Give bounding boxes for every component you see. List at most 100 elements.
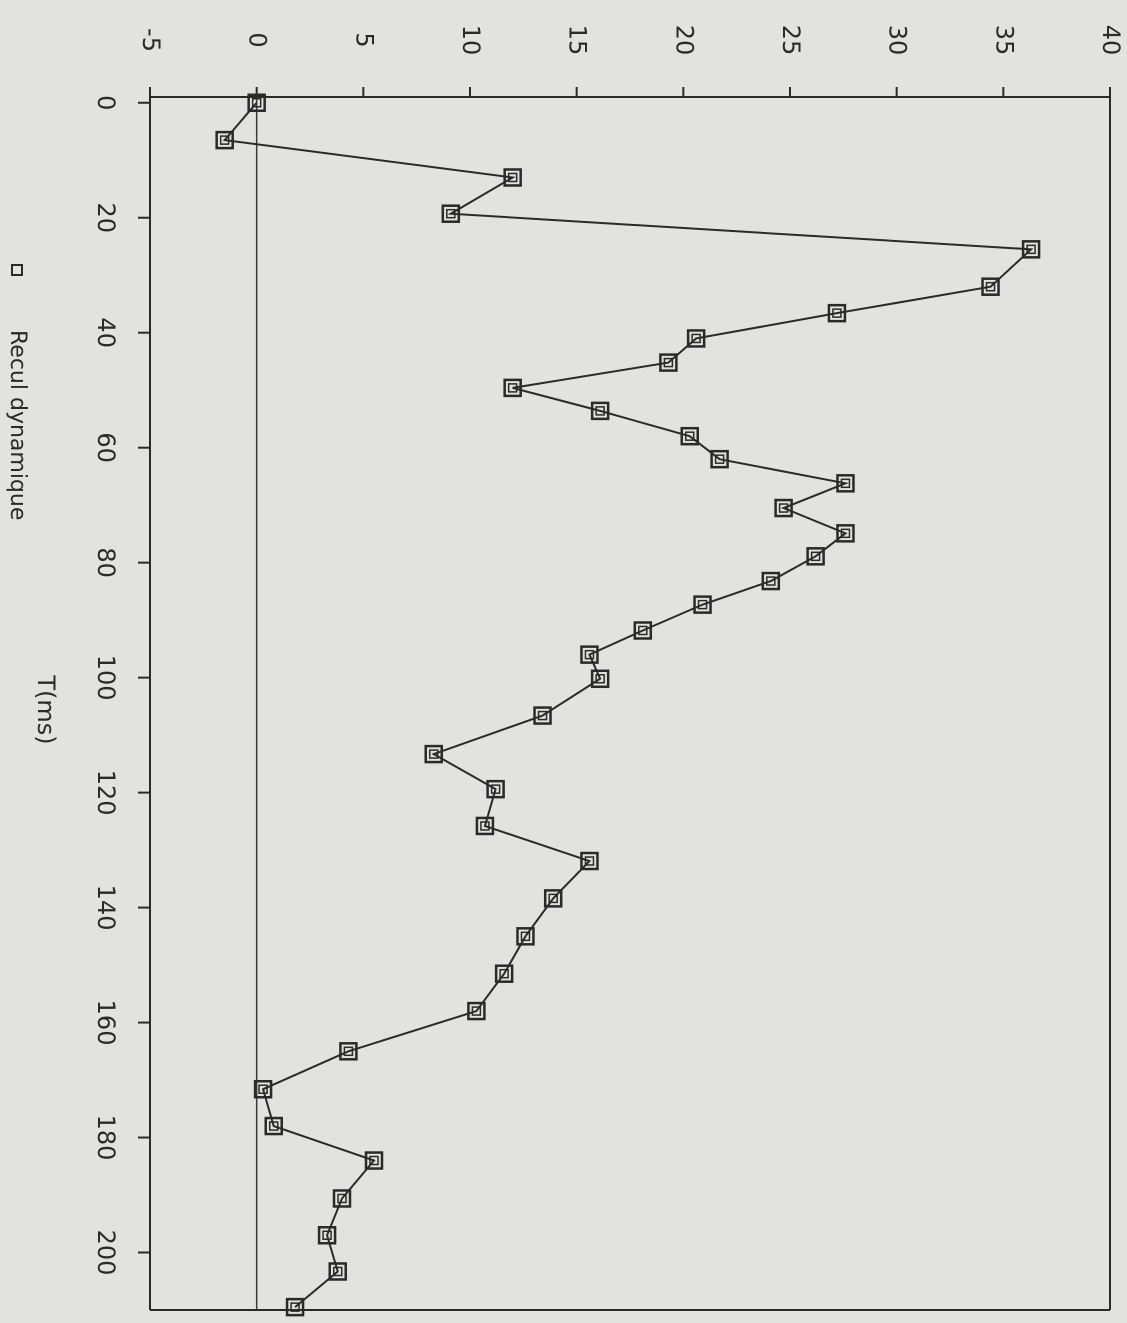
point-marker xyxy=(317,1226,337,1245)
point-marker-inner xyxy=(985,281,996,292)
point-marker xyxy=(486,779,505,799)
point-marker xyxy=(836,524,855,543)
point-marker xyxy=(264,1116,283,1136)
point-marker-inner xyxy=(778,503,789,513)
x-tick-label: 0 xyxy=(92,95,120,110)
point-marker xyxy=(761,571,781,591)
point-marker-inner xyxy=(595,674,605,684)
y-tick-label: 30 xyxy=(884,25,912,56)
point-marker xyxy=(680,426,699,446)
point-marker xyxy=(659,353,678,372)
point-marker xyxy=(364,1151,384,1170)
point-marker xyxy=(339,1042,358,1061)
legend-label: Recul dynamique xyxy=(5,330,30,520)
y-tick-label: -5 xyxy=(137,28,165,52)
point-marker-inner xyxy=(1026,244,1036,255)
point-marker xyxy=(590,669,610,689)
x-tick-label: 40 xyxy=(92,317,120,348)
point-marker-inner xyxy=(337,1193,347,1204)
x-tick-label: 80 xyxy=(92,547,120,578)
point-marker xyxy=(710,449,729,469)
point-marker-inner xyxy=(714,454,725,464)
point-marker xyxy=(580,851,599,871)
point-marker xyxy=(475,816,495,836)
point-marker xyxy=(580,645,599,664)
point-marker xyxy=(516,927,535,946)
point-marker-inner xyxy=(343,1046,354,1057)
point-marker xyxy=(494,964,514,983)
point-marker xyxy=(806,547,825,566)
point-marker-inner xyxy=(595,406,605,416)
x-axis-label: T(ms) xyxy=(32,674,60,744)
point-marker xyxy=(633,621,653,640)
point-marker xyxy=(285,1297,305,1317)
y-tick-label: 20 xyxy=(670,25,698,56)
point-marker-inner xyxy=(499,968,509,979)
point-marker xyxy=(467,1001,486,1021)
point-marker-inner xyxy=(697,599,708,610)
x-tick-label: 60 xyxy=(92,432,120,463)
point-marker xyxy=(836,474,855,493)
x-tick-label: 20 xyxy=(92,202,120,233)
point-marker-inner xyxy=(490,784,501,794)
y-tick-label: 10 xyxy=(457,25,485,56)
point-marker xyxy=(424,744,443,764)
point-marker-inner xyxy=(638,625,648,636)
point-marker-inner xyxy=(663,357,674,368)
point-marker xyxy=(533,706,552,725)
point-marker-inner xyxy=(268,1121,279,1131)
point-marker xyxy=(247,93,266,112)
point-marker-inner xyxy=(840,528,851,539)
point-marker xyxy=(328,1262,347,1281)
point-marker-inner xyxy=(507,383,518,393)
series-line xyxy=(222,102,1034,1308)
point-marker-inner xyxy=(290,1302,300,1312)
point-marker xyxy=(590,401,610,421)
point-marker xyxy=(332,1189,352,1208)
point-marker-inner xyxy=(584,649,595,660)
y-tick-label: 25 xyxy=(777,25,805,56)
x-tick-label: 140 xyxy=(92,885,120,931)
point-marker xyxy=(503,168,522,187)
y-tick-label: 0 xyxy=(244,32,272,47)
x-tick-label: 160 xyxy=(92,1000,120,1046)
point-marker xyxy=(1021,240,1041,259)
point-marker-inner xyxy=(251,97,262,108)
point-marker xyxy=(686,329,706,348)
point-marker-inner xyxy=(258,1084,268,1094)
legend-marker xyxy=(11,264,23,276)
point-marker-inner xyxy=(537,710,548,721)
point-marker-inner xyxy=(471,1006,482,1016)
point-marker xyxy=(981,277,1000,296)
x-tick-label: 100 xyxy=(92,655,120,701)
point-marker-inner xyxy=(428,749,439,759)
x-tick-label: 120 xyxy=(92,770,120,816)
point-marker-inner xyxy=(810,551,821,562)
y-tick-label: 40 xyxy=(1097,25,1125,56)
point-marker-inner xyxy=(369,1155,379,1166)
point-marker xyxy=(827,303,847,323)
point-marker-inner xyxy=(766,576,776,586)
x-tick-label: 180 xyxy=(92,1115,120,1161)
y-tick-label: 35 xyxy=(990,25,1018,56)
point-marker-inner xyxy=(548,893,558,904)
point-marker-inner xyxy=(446,208,456,219)
point-marker-inner xyxy=(332,1266,343,1277)
point-marker xyxy=(253,1079,273,1099)
point-marker-inner xyxy=(584,856,595,866)
y-tick-label: 5 xyxy=(350,32,378,47)
point-marker-inner xyxy=(480,821,490,831)
point-marker xyxy=(503,378,522,398)
point-marker xyxy=(693,595,712,614)
x-tick-label: 200 xyxy=(92,1230,120,1276)
point-marker-inner xyxy=(219,135,230,145)
y-tick-label: 15 xyxy=(564,25,592,56)
point-marker-inner xyxy=(507,172,518,183)
point-marker xyxy=(441,204,461,223)
point-marker-inner xyxy=(691,333,701,344)
point-marker-inner xyxy=(840,478,851,489)
point-marker-inner xyxy=(832,308,842,318)
point-marker-inner xyxy=(684,431,695,441)
